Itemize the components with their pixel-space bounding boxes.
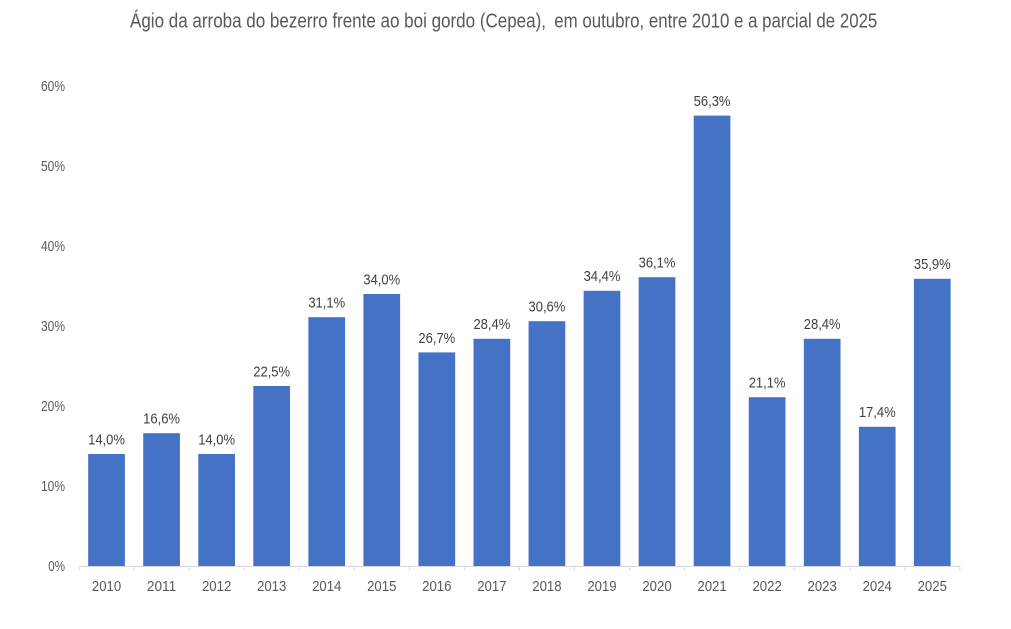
- svg-text:26,7%: 26,7%: [418, 331, 455, 347]
- svg-text:28,4%: 28,4%: [473, 317, 510, 333]
- svg-text:Ágio da arroba do bezerro fren: Ágio da arroba do bezerro frente ao boi …: [130, 9, 546, 32]
- svg-text:14,0%: 14,0%: [198, 432, 235, 448]
- svg-text:2013: 2013: [257, 579, 286, 595]
- svg-text:36,1%: 36,1%: [639, 256, 676, 272]
- svg-text:2024: 2024: [863, 579, 892, 595]
- svg-text:2011: 2011: [147, 579, 176, 595]
- svg-text:30,6%: 30,6%: [529, 300, 566, 316]
- svg-text:2020: 2020: [642, 579, 671, 595]
- svg-text:2025: 2025: [918, 579, 947, 595]
- svg-text:2022: 2022: [752, 579, 781, 595]
- svg-text:34,4%: 34,4%: [584, 269, 621, 285]
- svg-text:2012: 2012: [202, 579, 231, 595]
- svg-text:em outubro, entre 2010 e a par: em outubro, entre 2010 e a parcial de 20…: [554, 10, 877, 32]
- svg-text:17,4%: 17,4%: [859, 405, 896, 421]
- svg-text:30%: 30%: [41, 319, 65, 335]
- svg-text:2017: 2017: [477, 579, 506, 595]
- svg-text:2018: 2018: [532, 579, 561, 595]
- svg-text:56,3%: 56,3%: [694, 94, 731, 110]
- svg-text:50%: 50%: [41, 159, 65, 175]
- svg-text:31,1%: 31,1%: [308, 296, 345, 312]
- svg-text:2019: 2019: [587, 579, 616, 595]
- svg-text:28,4%: 28,4%: [804, 317, 841, 333]
- svg-text:60%: 60%: [41, 79, 65, 95]
- svg-text:0%: 0%: [48, 559, 65, 575]
- svg-text:20%: 20%: [41, 399, 65, 415]
- svg-text:10%: 10%: [41, 479, 65, 495]
- svg-text:14,0%: 14,0%: [88, 432, 125, 448]
- svg-text:2016: 2016: [422, 579, 451, 595]
- svg-text:22,5%: 22,5%: [253, 364, 290, 380]
- svg-text:2021: 2021: [697, 579, 726, 595]
- svg-text:21,1%: 21,1%: [749, 376, 786, 392]
- svg-text:35,9%: 35,9%: [914, 257, 951, 273]
- svg-text:2015: 2015: [367, 579, 396, 595]
- svg-text:34,0%: 34,0%: [363, 272, 400, 288]
- svg-text:16,6%: 16,6%: [143, 412, 180, 428]
- svg-text:2023: 2023: [808, 579, 837, 595]
- svg-text:2014: 2014: [312, 579, 341, 595]
- svg-text:2010: 2010: [92, 579, 121, 595]
- svg-text:40%: 40%: [41, 239, 65, 255]
